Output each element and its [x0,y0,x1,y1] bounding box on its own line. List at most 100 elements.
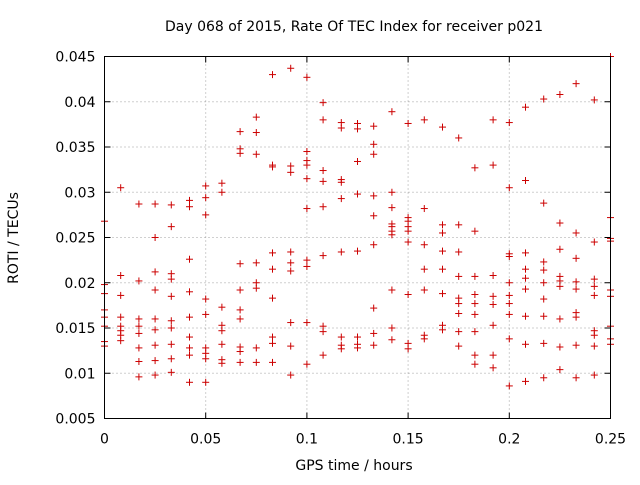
data-point [420,265,428,273]
data-point [354,333,361,341]
data-point [388,324,396,332]
data-point [337,333,345,341]
data-point [167,275,175,283]
data-point [252,358,260,366]
data-point [287,64,295,72]
data-point [370,140,378,148]
data-point [505,382,513,390]
data-point [471,272,479,280]
data-point [572,374,580,382]
data-point [186,313,194,321]
y-tick-label: 0.03 [64,185,95,201]
data-point [151,326,159,334]
data-point [354,157,361,165]
data-point [186,196,194,204]
data-point [135,200,143,208]
data-point [388,188,396,196]
data-point [303,175,311,183]
data-point [590,238,598,246]
data-point [287,248,295,256]
data-point [218,340,226,348]
data-point [202,211,210,219]
data-point [268,333,276,341]
data-point [135,315,143,323]
data-point [303,148,311,156]
data-point [337,248,345,256]
data-point [590,371,598,379]
y-tick-label: 0.015 [55,321,95,337]
data-point [455,248,463,256]
data-point [489,351,497,359]
data-point [303,360,311,368]
data-point [489,292,497,300]
data-point [420,241,428,249]
data-point [455,221,463,229]
data-point [505,119,513,127]
data-point [489,300,497,308]
data-point [439,123,447,131]
data-point [252,344,260,352]
data-point [268,339,276,347]
data-point [590,96,598,104]
data-point [556,343,564,351]
data-point [252,129,260,137]
data-point [388,204,396,212]
data-point [252,259,260,267]
x-tick-label: 0 [100,432,109,448]
data-point [540,95,548,103]
data-point [420,205,428,213]
data-point [439,221,447,229]
data-point [319,351,327,359]
data-point [489,272,497,280]
data-point [236,358,244,366]
data-point [303,319,311,327]
data-point [354,247,361,255]
data-point [135,322,143,330]
data-point [388,108,396,116]
data-point [186,351,194,359]
data-point [521,312,529,320]
data-point [303,262,311,270]
data-point [505,279,513,287]
data-point [590,275,598,283]
data-point [370,192,378,200]
data-point [337,345,345,353]
data-point [268,265,276,273]
data-point [151,357,159,365]
data-point [186,203,194,211]
x-tick-label: 0.25 [595,432,626,448]
data-point [439,290,447,298]
x-tick-label: 0.2 [498,432,520,448]
data-point [268,71,276,79]
data-point [471,310,479,318]
data-point [572,254,580,262]
data-point [521,176,529,184]
data-point [135,329,143,337]
data-point [540,339,548,347]
data-point [505,184,513,192]
data-point [117,313,125,321]
data-point [455,134,463,142]
data-point [404,291,412,299]
data-point [236,260,244,268]
data-point [404,345,412,353]
data-point [521,103,529,111]
data-point [287,371,295,379]
data-point [151,341,159,349]
data-point [370,341,378,349]
data-point [471,164,479,172]
data-point [572,285,580,293]
data-point [590,291,598,299]
data-point [303,161,311,169]
data-point [505,291,513,299]
y-tick-label: 0.005 [55,412,95,428]
data-point [337,195,345,203]
data-point [471,351,479,359]
data-point [590,342,598,350]
data-point [151,315,159,323]
data-point [420,286,428,294]
data-point [252,113,260,121]
data-point [135,277,143,285]
data-point [167,292,175,300]
data-point [572,80,580,88]
